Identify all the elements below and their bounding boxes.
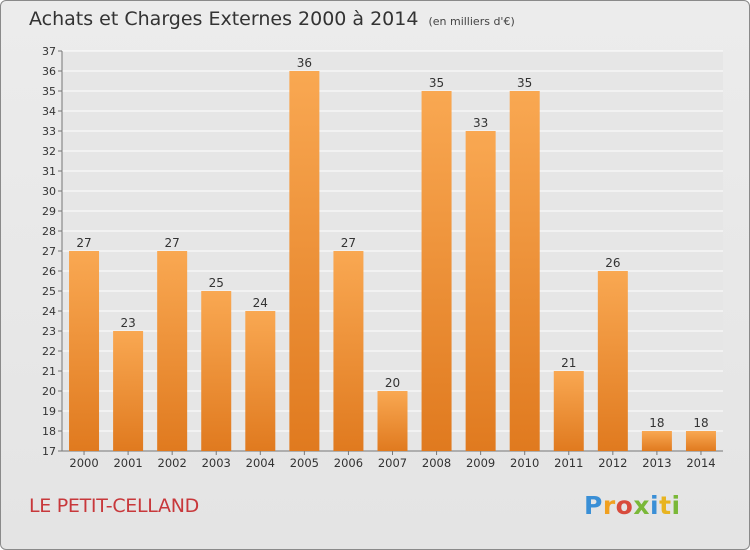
bar <box>245 311 276 451</box>
x-tick-label: 2010 <box>510 456 539 470</box>
logo-letter: x <box>633 491 650 520</box>
data-label: 27 <box>165 236 180 250</box>
bar <box>333 251 364 451</box>
x-tick-label: 2000 <box>69 456 98 470</box>
data-label: 35 <box>517 76 532 90</box>
y-tick-label: 18 <box>42 425 56 438</box>
bar <box>685 431 716 451</box>
x-tick-label: 2008 <box>422 456 451 470</box>
logo-letter: P <box>584 491 603 520</box>
y-tick-label: 25 <box>42 285 56 298</box>
bar <box>553 371 584 451</box>
x-tick-label: 2011 <box>554 456 583 470</box>
y-tick-label: 30 <box>42 185 56 198</box>
x-tick-label: 2005 <box>290 456 319 470</box>
y-tick-label: 31 <box>42 165 56 178</box>
bar <box>69 251 100 451</box>
chart-unit: (en milliers d'€) <box>428 15 515 28</box>
data-label: 21 <box>561 356 576 370</box>
y-tick-label: 35 <box>42 85 56 98</box>
x-tick-label: 2001 <box>113 456 142 470</box>
logo-letter: i <box>650 491 660 520</box>
bar <box>157 251 188 451</box>
logo-letter: i <box>671 491 681 520</box>
logo-letter: t <box>659 491 672 520</box>
y-tick-label: 34 <box>42 105 56 118</box>
y-tick-label: 23 <box>42 325 56 338</box>
bar <box>597 271 628 451</box>
x-tick-label: 2012 <box>598 456 627 470</box>
commune-name: LE PETIT-CELLAND <box>29 495 199 517</box>
bar <box>377 391 408 451</box>
data-label: 23 <box>120 316 135 330</box>
y-tick-label: 36 <box>42 65 56 78</box>
y-tick-label: 21 <box>42 365 56 378</box>
data-label: 18 <box>693 416 708 430</box>
data-label: 24 <box>253 296 268 310</box>
data-label: 25 <box>209 276 224 290</box>
x-tick-label: 2004 <box>246 456 275 470</box>
chart-title-text: Achats et Charges Externes 2000 à 2014 <box>29 8 419 30</box>
logo-letter: r <box>602 491 616 520</box>
x-tick-label: 2009 <box>466 456 495 470</box>
data-label: 27 <box>341 236 356 250</box>
data-label: 35 <box>429 76 444 90</box>
x-tick-label: 2007 <box>378 456 407 470</box>
bar <box>465 131 496 451</box>
y-tick-label: 17 <box>42 445 56 458</box>
bar <box>641 431 672 451</box>
data-label: 33 <box>473 116 488 130</box>
data-label: 27 <box>76 236 91 250</box>
x-tick-label: 2002 <box>158 456 187 470</box>
y-tick-label: 24 <box>42 305 56 318</box>
y-tick-label: 22 <box>42 345 56 358</box>
x-tick-label: 2006 <box>334 456 363 470</box>
y-tick-label: 32 <box>42 145 56 158</box>
bar <box>113 331 144 451</box>
bar <box>289 71 320 451</box>
data-label: 18 <box>649 416 664 430</box>
x-tick-label: 2014 <box>686 456 715 470</box>
y-tick-label: 28 <box>42 225 56 238</box>
data-label: 36 <box>297 56 312 70</box>
y-tick-label: 27 <box>42 245 56 258</box>
bar <box>201 291 232 451</box>
y-tick-label: 26 <box>42 265 56 278</box>
y-tick-label: 33 <box>42 125 56 138</box>
proxiti-logo: Proxiti <box>584 491 681 520</box>
bar <box>421 91 452 451</box>
chart-title: Achats et Charges Externes 2000 à 2014 (e… <box>29 8 515 30</box>
x-tick-label: 2013 <box>642 456 671 470</box>
y-tick-label: 19 <box>42 405 56 418</box>
data-label: 26 <box>605 256 620 270</box>
y-tick-label: 29 <box>42 205 56 218</box>
bar <box>509 91 540 451</box>
logo-letter: o <box>615 491 634 520</box>
x-tick-label: 2003 <box>202 456 231 470</box>
y-tick-label: 37 <box>42 45 56 58</box>
y-tick-label: 20 <box>42 385 56 398</box>
data-label: 20 <box>385 376 400 390</box>
